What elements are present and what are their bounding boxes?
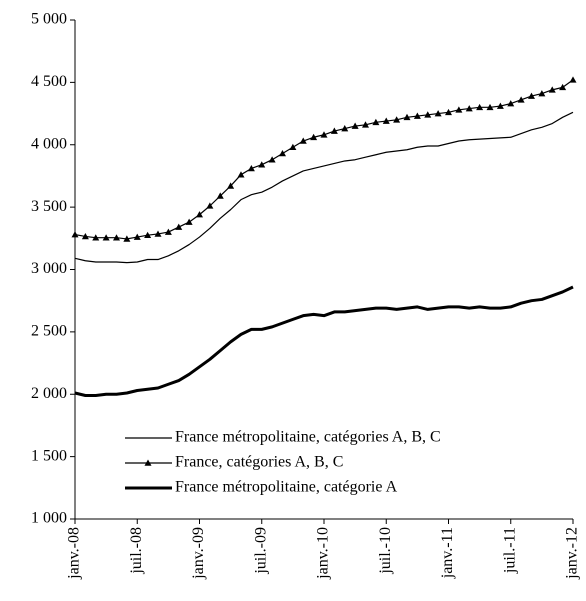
y-tick-label: 2 500 [31,323,67,340]
x-tick-label: juil.-10 [377,527,394,575]
legend-label: France, catégories A, B, C [175,454,343,471]
point-marker [81,232,89,240]
point-marker [455,106,463,113]
point-marker [92,234,100,241]
point-marker [517,96,525,103]
point-marker [247,164,255,172]
y-tick-label: 5 000 [31,11,67,28]
point-marker [144,231,152,238]
point-marker [486,103,494,111]
point-marker [237,171,245,178]
point-marker [559,83,567,91]
point-marker [393,116,401,123]
point-marker [538,90,546,97]
point-marker [372,118,380,126]
point-marker [507,100,515,107]
point-marker [133,233,141,240]
y-tick-label: 1 500 [31,447,67,464]
point-marker [227,182,235,189]
point-marker [175,223,183,230]
point-marker [289,143,297,151]
y-tick-label: 3 500 [31,198,67,215]
point-marker [258,161,266,168]
point-marker [528,92,535,99]
point-marker [320,131,328,138]
series-line [74,79,574,240]
x-tick-label: juil.-09 [252,527,269,575]
legend-label: France métropolitaine, catégories A, B, … [175,429,441,446]
legend-label: France métropolitaine, catégorie A [175,479,398,496]
point-marker [185,218,193,225]
point-marker [476,103,484,111]
point-marker [102,234,110,241]
x-tick-label: juil.-08 [128,527,145,575]
x-tick-label: janv.-11 [439,527,456,579]
x-tick-label: janv.-10 [315,527,332,580]
series-line [74,111,574,264]
point-marker [362,121,369,128]
legend-marker [144,459,152,466]
point-marker [569,76,577,83]
point-marker [216,192,224,199]
point-marker [268,156,276,163]
y-tick-label: 4 500 [31,73,67,90]
point-marker [496,102,504,109]
point-marker [445,108,452,116]
y-tick-label: 3 000 [31,260,67,277]
point-marker [154,230,162,237]
point-marker [196,211,203,218]
point-marker [403,113,411,121]
x-tick-label: janv.-09 [190,527,207,580]
y-tick-label: 4 000 [31,135,67,152]
x-tick-label: janv.-08 [66,527,83,580]
point-marker [548,86,556,93]
point-marker [382,117,390,124]
point-marker [113,234,120,241]
point-marker [330,127,338,134]
point-marker [413,112,421,119]
legend-box [120,426,575,505]
point-marker [164,228,172,235]
x-tick-label: juil.-11 [501,527,518,574]
series-line [74,285,574,397]
point-marker [424,111,432,118]
point-marker [71,231,79,238]
point-marker [351,122,359,129]
point-marker [279,149,286,157]
point-marker [434,110,442,117]
point-marker [341,125,349,132]
y-tick-label: 1 000 [31,510,67,527]
point-marker [206,202,214,209]
x-tick-label: janv.-12 [564,527,581,580]
point-marker [310,133,318,141]
point-marker [299,137,307,144]
point-marker [123,235,131,242]
y-tick-label: 2 000 [31,385,67,402]
point-marker [465,105,473,112]
